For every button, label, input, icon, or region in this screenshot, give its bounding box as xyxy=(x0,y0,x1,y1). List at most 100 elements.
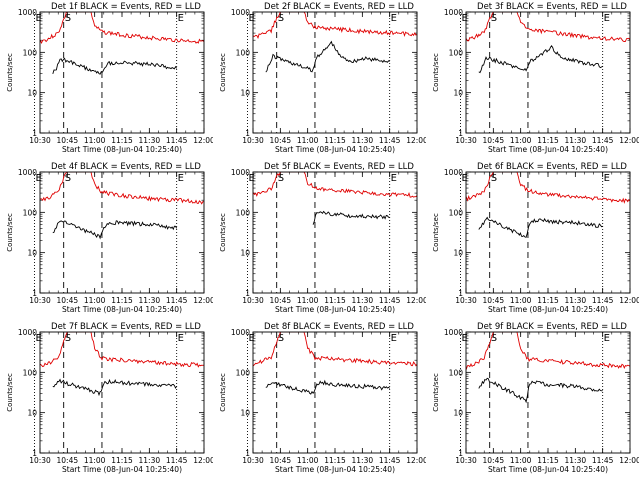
x-tick-label: 10:45 xyxy=(270,296,292,305)
x-tick-label: 12:00 xyxy=(193,296,213,305)
y-tick-label: 100 xyxy=(23,208,38,217)
x-tick-label: 11:15 xyxy=(111,136,133,145)
series-line-red xyxy=(40,172,204,205)
plot-area xyxy=(466,12,630,74)
chart-title: Det 7f BLACK = Events, RED = LLD xyxy=(51,322,201,332)
plot-area xyxy=(253,172,417,225)
x-tick-label: 11:15 xyxy=(537,456,559,465)
x-tick-label: 10:45 xyxy=(57,296,79,305)
plot-frame xyxy=(252,11,418,134)
plot-area xyxy=(253,12,417,73)
x-tick-label: 12:00 xyxy=(619,136,639,145)
y-tick-label: 1 xyxy=(32,449,37,458)
x-tick-label: 10:45 xyxy=(270,456,292,465)
x-tick-label: 11:00 xyxy=(84,296,106,305)
plot-frame xyxy=(39,331,205,454)
x-tick-label: 10:30 xyxy=(242,296,264,305)
x-tick-label: 12:00 xyxy=(193,136,213,145)
x-tick-label: 11:45 xyxy=(592,136,614,145)
chart-panel: Det 6f BLACK = Events, RED = LLD Counts/s… xyxy=(432,162,639,314)
x-tick-label: 11:45 xyxy=(166,296,188,305)
chart-panel: Det 7f BLACK = Events, RED = LLD Counts/s… xyxy=(6,322,213,474)
chart-title: Det 9f BLACK = Events, RED = LLD xyxy=(477,322,627,332)
y-tick-label: 1 xyxy=(32,129,37,138)
x-tick-label: 11:15 xyxy=(324,296,346,305)
chart-title: Det 5f BLACK = Events, RED = LLD xyxy=(264,162,414,172)
x-tick-label: 12:00 xyxy=(406,296,426,305)
time-marker-label: E xyxy=(391,13,397,24)
y-axis-label: Counts/sec xyxy=(432,213,440,252)
time-marker-label: S xyxy=(491,333,497,344)
chart-panel: Det 8f BLACK = Events, RED = LLD Counts/s… xyxy=(219,322,426,474)
y-tick-label: 10 xyxy=(453,409,463,418)
series-line-red xyxy=(253,12,417,40)
x-tick-label: 12:00 xyxy=(619,296,639,305)
time-marker-label: E xyxy=(604,333,610,344)
x-axis-label: Start Time (08-Jun-04 10:25:40) xyxy=(488,305,608,314)
x-tick-label: 11:15 xyxy=(537,296,559,305)
x-tick-label: 10:30 xyxy=(455,136,477,145)
x-tick-label: 10:45 xyxy=(270,136,292,145)
y-tick-label: 1 xyxy=(458,449,463,458)
time-marker-label: E xyxy=(36,333,42,344)
y-axis-label: Counts/sec xyxy=(219,213,227,252)
x-tick-label: 12:00 xyxy=(193,456,213,465)
x-tick-label: 11:00 xyxy=(510,296,532,305)
x-axis-label: Start Time (08-Jun-04 10:25:40) xyxy=(488,465,608,474)
y-tick-label: 1000 xyxy=(444,168,463,177)
plot-area xyxy=(40,172,204,240)
chart-title: Det 3f BLACK = Events, RED = LLD xyxy=(477,2,627,12)
y-tick-label: 100 xyxy=(236,208,251,217)
y-tick-label: 10 xyxy=(240,249,250,258)
y-tick-label: 1 xyxy=(245,449,250,458)
chart-panel: Det 9f BLACK = Events, RED = LLD Counts/s… xyxy=(432,322,639,474)
time-marker-label: E xyxy=(178,13,184,24)
y-tick-label: 1000 xyxy=(444,8,463,17)
x-axis-label: Start Time (08-Jun-04 10:25:40) xyxy=(62,145,182,154)
x-tick-label: 11:30 xyxy=(352,296,374,305)
x-tick-label: 11:45 xyxy=(592,456,614,465)
y-axis-label: Counts/sec xyxy=(432,373,440,412)
y-tick-label: 10 xyxy=(453,89,463,98)
series-line-black xyxy=(478,216,603,238)
x-tick-label: 12:00 xyxy=(406,456,426,465)
y-tick-label: 1000 xyxy=(231,168,250,177)
y-tick-label: 100 xyxy=(23,368,38,377)
series-line-red xyxy=(466,172,630,204)
x-tick-label: 12:00 xyxy=(619,456,639,465)
series-line-black xyxy=(478,45,603,74)
series-line-red xyxy=(40,12,204,44)
x-tick-label: 11:00 xyxy=(84,456,106,465)
x-tick-label: 10:30 xyxy=(242,136,264,145)
time-marker-label: E xyxy=(249,13,255,24)
time-marker-label: E xyxy=(249,333,255,344)
x-tick-label: 10:30 xyxy=(242,456,264,465)
x-axis-label: Start Time (08-Jun-04 10:25:40) xyxy=(62,305,182,314)
x-tick-label: 10:45 xyxy=(483,136,505,145)
plot-frame xyxy=(465,11,631,134)
y-tick-label: 1 xyxy=(458,289,463,298)
time-marker-label: E xyxy=(604,13,610,24)
x-tick-label: 11:30 xyxy=(352,456,374,465)
x-tick-label: 11:15 xyxy=(111,456,133,465)
x-tick-label: 11:15 xyxy=(324,456,346,465)
plot-area xyxy=(40,332,204,397)
y-tick-label: 100 xyxy=(449,368,464,377)
y-tick-label: 1 xyxy=(245,129,250,138)
x-tick-label: 11:45 xyxy=(166,136,188,145)
x-tick-label: 11:00 xyxy=(84,136,106,145)
time-marker-label: E xyxy=(391,173,397,184)
y-tick-label: 1000 xyxy=(18,328,37,337)
time-marker-label: E xyxy=(604,173,610,184)
series-line-black xyxy=(265,379,391,395)
x-tick-label: 12:00 xyxy=(406,136,426,145)
x-tick-label: 11:45 xyxy=(166,456,188,465)
y-tick-label: 1000 xyxy=(231,8,250,17)
y-tick-label: 10 xyxy=(27,409,37,418)
series-line-black xyxy=(265,40,390,73)
plot-frame xyxy=(39,171,205,294)
y-tick-label: 1 xyxy=(32,289,37,298)
x-tick-label: 11:30 xyxy=(352,136,374,145)
x-tick-label: 11:45 xyxy=(592,296,614,305)
x-axis-label: Start Time (08-Jun-04 10:25:40) xyxy=(275,145,395,154)
